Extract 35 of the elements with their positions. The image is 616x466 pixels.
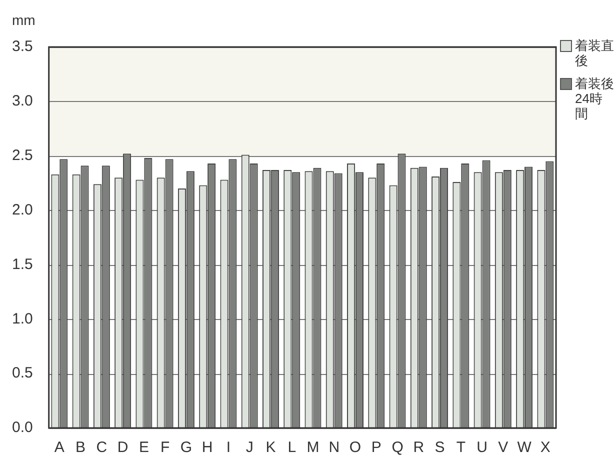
y-tick-label: 0.5 [12,364,33,382]
x-tick-label: C [96,439,108,456]
x-tick-label: I [226,439,231,456]
legend-label: 着装直後 [575,38,615,68]
x-tick-label: L [288,439,296,456]
y-axis-title: mm [12,12,36,28]
x-tick-label: J [246,439,254,456]
x-tick-label: W [517,439,532,456]
x-tick-label: M [306,439,320,456]
x-tick-label: K [266,439,276,456]
x-tick-label: H [202,439,213,456]
x-tick-label: D [117,439,128,456]
y-tick-label: 3.5 [12,38,33,56]
x-tick-label: F [160,439,170,456]
x-tick-label: G [180,439,192,456]
y-tick-label: 2.5 [12,147,33,164]
x-tick-label: T [456,439,466,456]
y-tick-label: 1.5 [12,256,33,273]
legend-label: 着装後24時間 [575,76,615,121]
y-tick-label: 0.0 [12,419,33,436]
x-tick-label: N [328,439,340,456]
y-tick-label: 3.0 [12,92,33,110]
x-tick-label: E [138,439,149,456]
x-tick-label: Q [392,439,404,456]
x-tick-label: O [349,439,362,456]
y-tick-label: 2.0 [12,201,33,218]
x-tick-label: U [476,439,488,456]
y-tick-label: 1.0 [12,310,33,328]
x-tick-label: X [540,439,550,456]
x-tick-label: S [434,439,445,456]
x-tick-label: B [76,439,86,456]
x-tick-label: V [498,439,508,456]
x-tick-label: R [413,439,424,456]
x-tick-label: P [371,439,382,456]
x-tick-label: A [54,439,64,456]
